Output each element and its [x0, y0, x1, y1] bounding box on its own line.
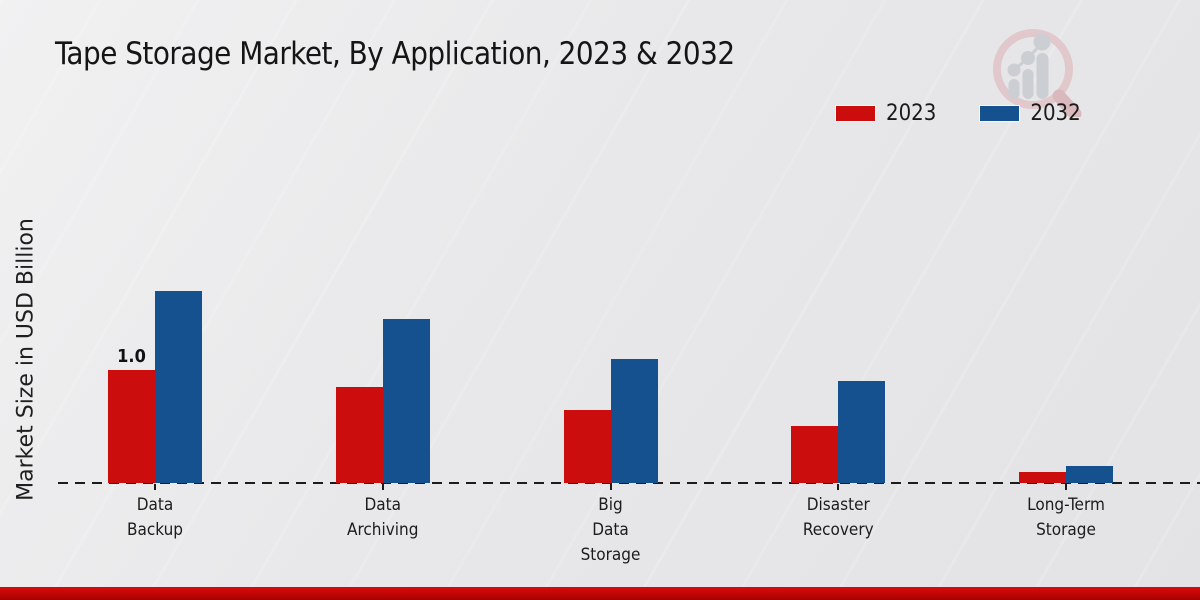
bar-2032-long-term-storage: [1066, 466, 1113, 483]
x-axis-label-big-data-storage: Big Data Storage: [580, 495, 641, 565]
x-axis-tick-long-term-storage: [1065, 484, 1067, 490]
legend-label-2032: 2032: [1030, 101, 1081, 126]
legend: 2023 2032: [835, 101, 1081, 126]
magnifier-chart-logo-icon: [993, 29, 1082, 117]
legend-item-2023: 2023: [835, 101, 937, 126]
x-axis-tick-data-archiving: [381, 484, 384, 490]
chart-title: Tape Storage Market, By Application, 202…: [55, 36, 735, 72]
bar-2023-data-archiving: [335, 387, 383, 483]
x-axis-label-data-archiving: Data Archiving: [347, 495, 419, 540]
bar-2023-long-term-storage: [1019, 472, 1066, 483]
x-axis-label-long-term-storage: Long-Term Storage: [1027, 495, 1105, 540]
bar-2032-big-data-storage: [610, 359, 658, 483]
bar-2023-big-data-storage: [563, 410, 611, 483]
x-axis-tick-data-backup: [154, 484, 156, 490]
x-axis-label-disaster-recovery: Disaster Recovery: [802, 495, 874, 540]
legend-swatch-2032: [979, 105, 1021, 122]
legend-label-2023: 2023: [886, 101, 937, 126]
x-axis-label-data-backup: Data Backup: [126, 495, 183, 540]
bar-2032-data-archiving: [382, 319, 430, 483]
bar-value-label: 1.0: [117, 346, 146, 367]
bar-2032-data-backup: [155, 291, 202, 483]
bar-2023-data-backup: [108, 370, 155, 483]
x-axis-baseline: [58, 482, 1200, 484]
bar-2032-disaster-recovery: [838, 381, 886, 483]
bar-2023-disaster-recovery: [791, 426, 839, 483]
x-axis-tick-disaster-recovery: [837, 484, 840, 490]
legend-swatch-2023: [835, 105, 876, 122]
x-axis-tick-big-data-storage: [609, 484, 612, 490]
legend-item-2032: 2032: [979, 101, 1081, 126]
footer-accent-bar: [0, 587, 1200, 600]
